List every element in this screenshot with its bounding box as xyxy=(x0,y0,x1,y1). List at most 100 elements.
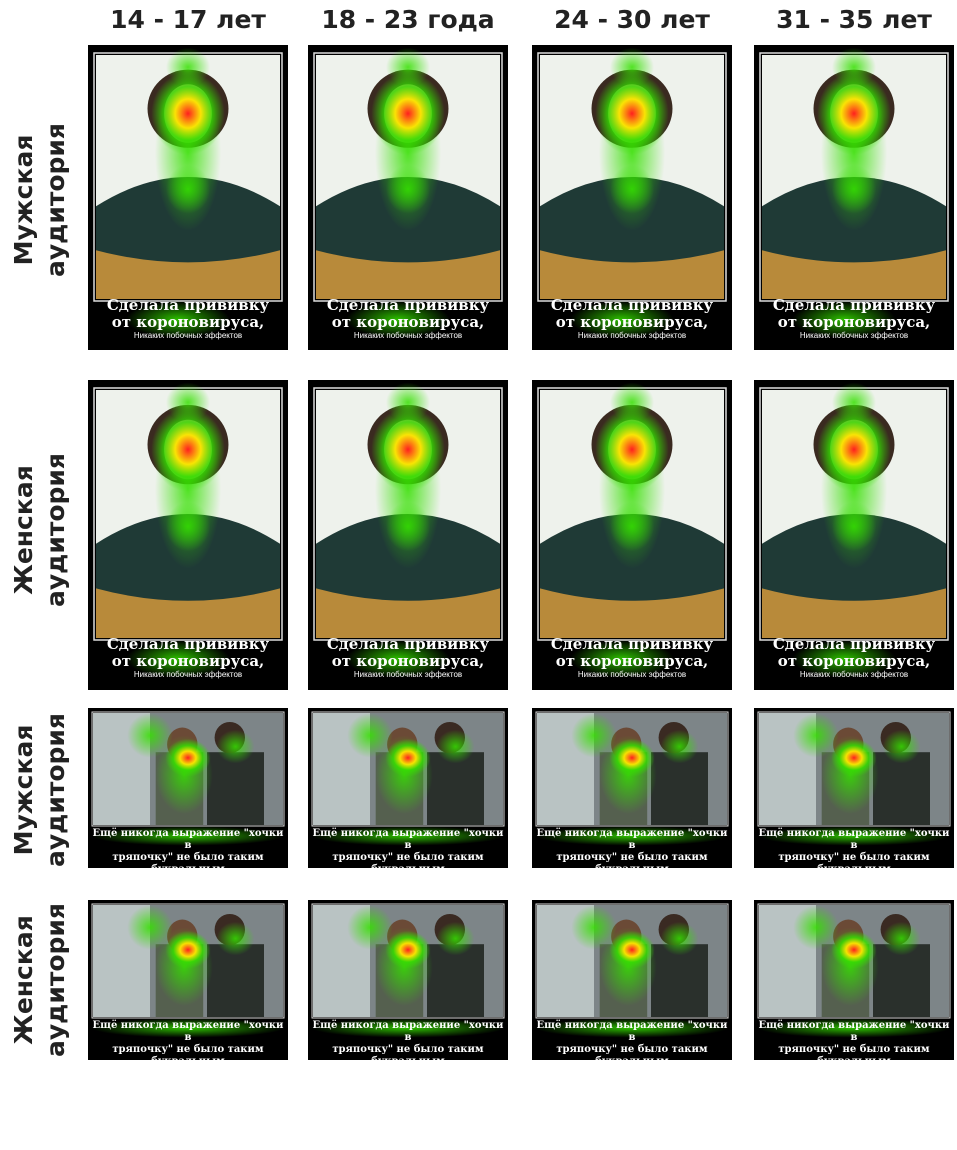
caption-line: Сделала прививку xyxy=(772,634,936,653)
column-header-1: 14 - 17 лет xyxy=(110,5,266,34)
heatmap-cell-r3-c2: Ещё никогда выражение "хочки в тряпочку" … xyxy=(308,708,508,875)
caption-line: от короновируса, xyxy=(331,651,485,670)
heat-spot-caption xyxy=(758,826,950,846)
poster-photo xyxy=(308,45,508,350)
person-right xyxy=(651,944,708,1017)
poster-caption: Сделала прививку от короновируса, Никаких … xyxy=(88,635,288,680)
poster-caption: Ещё никогда выражение "хочки в тряпочку" … xyxy=(754,1020,954,1068)
row-header-line: Мужская xyxy=(9,134,38,266)
poster-photo xyxy=(754,45,954,350)
heat-spot-chest xyxy=(165,164,211,214)
poster-photo xyxy=(308,380,508,690)
caption-line: Ещё никогда выражение "хочки в xyxy=(758,1020,950,1043)
heatmap-cell-r4-c1: Ещё никогда выражение "хочки в тряпочку" … xyxy=(88,900,288,1067)
poster-caption: Ещё никогда выражение "хочки в тряпочку" … xyxy=(88,828,288,876)
caption-line: Ещё никогда выражение "хочки в xyxy=(536,1020,728,1043)
poster-photo xyxy=(532,380,732,690)
caption-line: Ещё никогда выражение "хочки в xyxy=(758,828,950,851)
poster-caption: Сделала прививку от короновируса, Никаких … xyxy=(308,296,508,341)
poster-photo xyxy=(754,708,954,868)
column-header-3: 24 - 30 лет xyxy=(554,5,710,34)
caption-line: буквальным xyxy=(595,864,669,875)
heatmap-cell-r2-c2: Сделала прививку от короновируса, Никаких … xyxy=(308,380,508,690)
caption-line: буквальным xyxy=(817,1056,891,1067)
heat-spot-left xyxy=(571,905,617,950)
photo-border xyxy=(757,711,951,827)
photo-border xyxy=(311,711,505,827)
heat-spot-chest xyxy=(609,501,655,552)
heat-spot-caption xyxy=(792,640,896,678)
poster-caption: Ещё никогда выражение "хочки в тряпочку" … xyxy=(88,1020,288,1068)
caption-line: от короновируса, xyxy=(555,312,709,331)
heat-spot-face xyxy=(165,738,211,777)
caption-line: Никаких побочных эффектов xyxy=(577,330,687,340)
poster-photo xyxy=(532,900,732,1060)
heat-spot-caption xyxy=(126,640,230,678)
poster-photo xyxy=(88,45,288,350)
caption-line: Никаких побочных эффектов xyxy=(577,669,687,679)
heat-spot-face xyxy=(831,738,877,777)
caption-line: от короновируса, xyxy=(777,312,931,331)
heatmap-cell-r1-c3: Сделала прививку от короновируса, Никаких … xyxy=(532,45,732,350)
heat-spot-face xyxy=(609,738,655,777)
caption-line: Ещё никогда выражение "хочки в xyxy=(312,828,504,851)
heat-spot-face xyxy=(165,930,211,969)
caption-line: Никаких побочных эффектов xyxy=(353,669,463,679)
heatmap-cell-r3-c1: Ещё никогда выражение "хочки в тряпочку" … xyxy=(88,708,288,875)
heat-spot-face xyxy=(371,407,445,492)
heat-spot-chest xyxy=(609,164,655,214)
photo-border xyxy=(91,711,285,827)
heat-spot-right xyxy=(882,729,921,764)
caption-line: буквальным xyxy=(817,864,891,875)
poster-caption: Ещё никогда выражение "хочки в тряпочку" … xyxy=(532,1020,732,1068)
photo-border xyxy=(535,711,729,827)
heat-spot-left xyxy=(347,713,393,758)
row-header-line: Женская xyxy=(9,915,38,1045)
heat-spot-caption xyxy=(570,301,674,338)
row-header-line: аудитория xyxy=(41,123,70,278)
heat-spot-caption xyxy=(346,640,450,678)
caption-line: Никаких побочных эффектов xyxy=(133,330,243,340)
photo-border xyxy=(91,903,285,1019)
person-right xyxy=(873,752,930,825)
heat-spot-chest xyxy=(385,501,431,552)
heatmap-cell-r2-c1: Сделала прививку от короновируса, Никаких … xyxy=(88,380,288,690)
caption-line: Ещё никогда выражение "хочки в xyxy=(536,828,728,851)
caption-line: от короновируса, xyxy=(111,312,265,331)
heat-spot-chest xyxy=(831,164,877,214)
caption-line: Ещё никогда выражение "хочки в xyxy=(92,828,284,851)
person-right xyxy=(651,752,708,825)
heatmap-cell-r3-c4: Ещё никогда выражение "хочки в тряпочку" … xyxy=(754,708,954,875)
caption-line: буквальным xyxy=(151,1056,225,1067)
heatmap-cell-r1-c4: Сделала прививку от короновируса, Никаких … xyxy=(754,45,954,350)
poster-caption: Ещё никогда выражение "хочки в тряпочку" … xyxy=(532,828,732,876)
caption-line: Ещё никогда выражение "хочки в xyxy=(312,1020,504,1043)
heat-spot-chest xyxy=(831,501,877,552)
poster-caption: Ещё никогда выражение "хочки в тряпочку" … xyxy=(308,828,508,876)
heat-spot-chest xyxy=(385,164,431,214)
heatmap-cell-r3-c3: Ещё никогда выражение "хочки в тряпочку" … xyxy=(532,708,732,875)
heat-spot-caption xyxy=(92,1018,284,1038)
heat-spot-face xyxy=(385,930,431,969)
poster-photo xyxy=(532,45,732,350)
heat-spot-face xyxy=(609,930,655,969)
row-header-line: аудитория xyxy=(41,903,70,1058)
caption-line: тряпочку" не было таким xyxy=(332,852,484,863)
caption-line: тряпочку" не было таким xyxy=(112,852,264,863)
caption-line: от короновируса, xyxy=(111,651,265,670)
photo-border xyxy=(535,903,729,1019)
poster-caption: Сделала прививку от короновируса, Никаких … xyxy=(754,634,954,680)
poster-photo xyxy=(88,380,288,690)
heat-spot-right xyxy=(436,921,475,956)
poster-photo xyxy=(308,708,508,868)
heat-spot-face xyxy=(831,930,877,969)
heat-spot-face xyxy=(595,72,669,156)
heat-spot-right xyxy=(216,921,255,956)
heatmap-cell-r1-c1: Сделала прививку от короновируса, Никаких … xyxy=(88,45,288,350)
caption-line: буквальным xyxy=(371,864,445,875)
caption-line: от короновируса, xyxy=(331,312,485,331)
heat-spot-face xyxy=(385,738,431,777)
column-header-2: 18 - 23 года xyxy=(321,5,495,34)
heat-spot-caption xyxy=(536,826,728,846)
poster-caption: Ещё никогда выражение "хочки в тряпочку" … xyxy=(754,828,954,876)
